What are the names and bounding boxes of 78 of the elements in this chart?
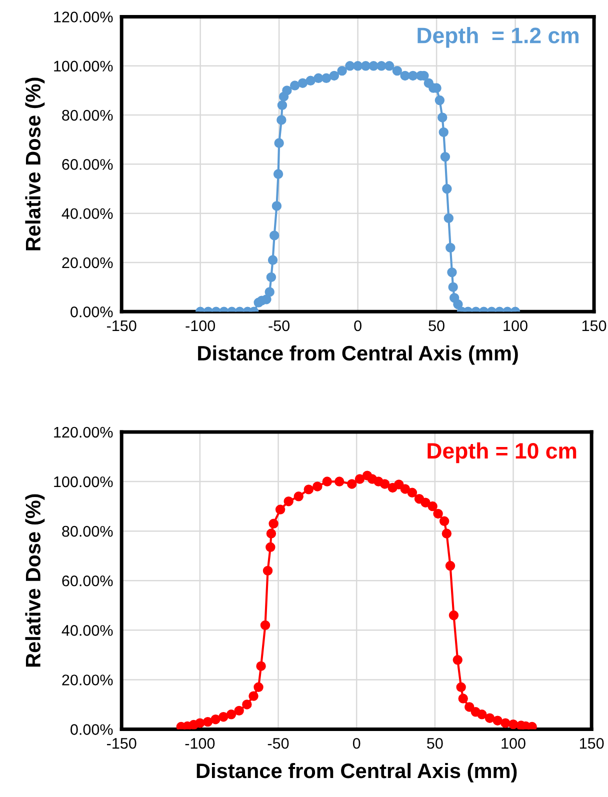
point (445, 560, 456, 571)
point (354, 474, 365, 484)
point (266, 542, 276, 552)
point (254, 682, 264, 692)
x-tick-label: -100 (186, 320, 216, 332)
point (508, 719, 518, 730)
point (439, 516, 450, 526)
point (500, 718, 510, 728)
annotation: Depth = 1.2 cm (418, 27, 578, 48)
y-tick-label: 80.00% (62, 526, 113, 537)
x-axis-title: Distance from Central Axis (mm) (196, 762, 517, 782)
x-tick-label: -150 (106, 320, 136, 332)
y-tick-label: 0.00% (70, 724, 113, 735)
point (260, 620, 270, 630)
x-tick-label: 100 (502, 738, 526, 749)
x-tick-label: 150 (580, 738, 604, 749)
y-tick-label: 120.00% (54, 12, 113, 22)
point (234, 706, 244, 716)
point (433, 508, 443, 519)
y-tick-label: 40.00% (62, 208, 113, 220)
point (334, 476, 344, 486)
x-tick-label: -100 (185, 738, 215, 749)
point (262, 566, 273, 576)
point (380, 479, 390, 489)
point (527, 722, 537, 730)
y-tick-label: 80.00% (62, 110, 113, 121)
point (322, 476, 332, 486)
point (484, 713, 495, 723)
point (428, 501, 438, 512)
point (242, 700, 252, 710)
point (456, 682, 466, 692)
y-tick-label: 20.00% (62, 674, 113, 686)
y-tick-label: 0.00% (70, 306, 113, 318)
point (420, 498, 430, 508)
x-tick-label: 100 (504, 320, 528, 332)
y-tick-label: 100.00% (54, 60, 113, 72)
point (464, 702, 474, 712)
point (312, 482, 322, 492)
point (268, 518, 278, 528)
point (347, 479, 357, 489)
point (442, 528, 452, 538)
point (407, 488, 418, 498)
point (195, 718, 205, 728)
point (294, 492, 304, 502)
x-tick-label: -150 (106, 738, 136, 749)
point (284, 496, 294, 506)
x-axis-title: Distance from Central Axis (mm) (198, 345, 518, 365)
x-tick-label: 0 (354, 320, 362, 332)
x-tick-label: -50 (268, 738, 289, 749)
point (304, 484, 314, 494)
point (202, 716, 213, 727)
point (256, 661, 266, 671)
annotation: Depth = 10 cm (428, 442, 576, 464)
y-tick-label: 100.00% (54, 476, 113, 488)
point (226, 710, 236, 720)
x-tick-label: 50 (428, 320, 444, 332)
point (210, 714, 220, 724)
point (452, 655, 462, 665)
point (448, 610, 459, 620)
y-tick-label: 20.00% (62, 257, 113, 268)
point (248, 691, 258, 701)
y-axis-title: Relative Dose (%) (25, 494, 45, 667)
point (477, 710, 487, 720)
point (492, 716, 502, 726)
y-tick-label: 120.00% (54, 426, 113, 438)
y-tick-label: 40.00% (62, 625, 113, 636)
point (400, 484, 410, 494)
point (266, 528, 276, 538)
point (275, 504, 286, 514)
y-tick-label: 60.00% (62, 575, 113, 586)
point (218, 712, 228, 722)
y-axis-title: Relative Dose (%) (25, 78, 45, 250)
point (458, 694, 468, 704)
x-tick-label: 150 (582, 320, 606, 332)
y-tick-label: 60.00% (62, 159, 113, 170)
x-tick-label: -50 (268, 320, 290, 332)
x-tick-label: 0 (352, 738, 360, 749)
x-tick-label: 50 (427, 738, 443, 749)
